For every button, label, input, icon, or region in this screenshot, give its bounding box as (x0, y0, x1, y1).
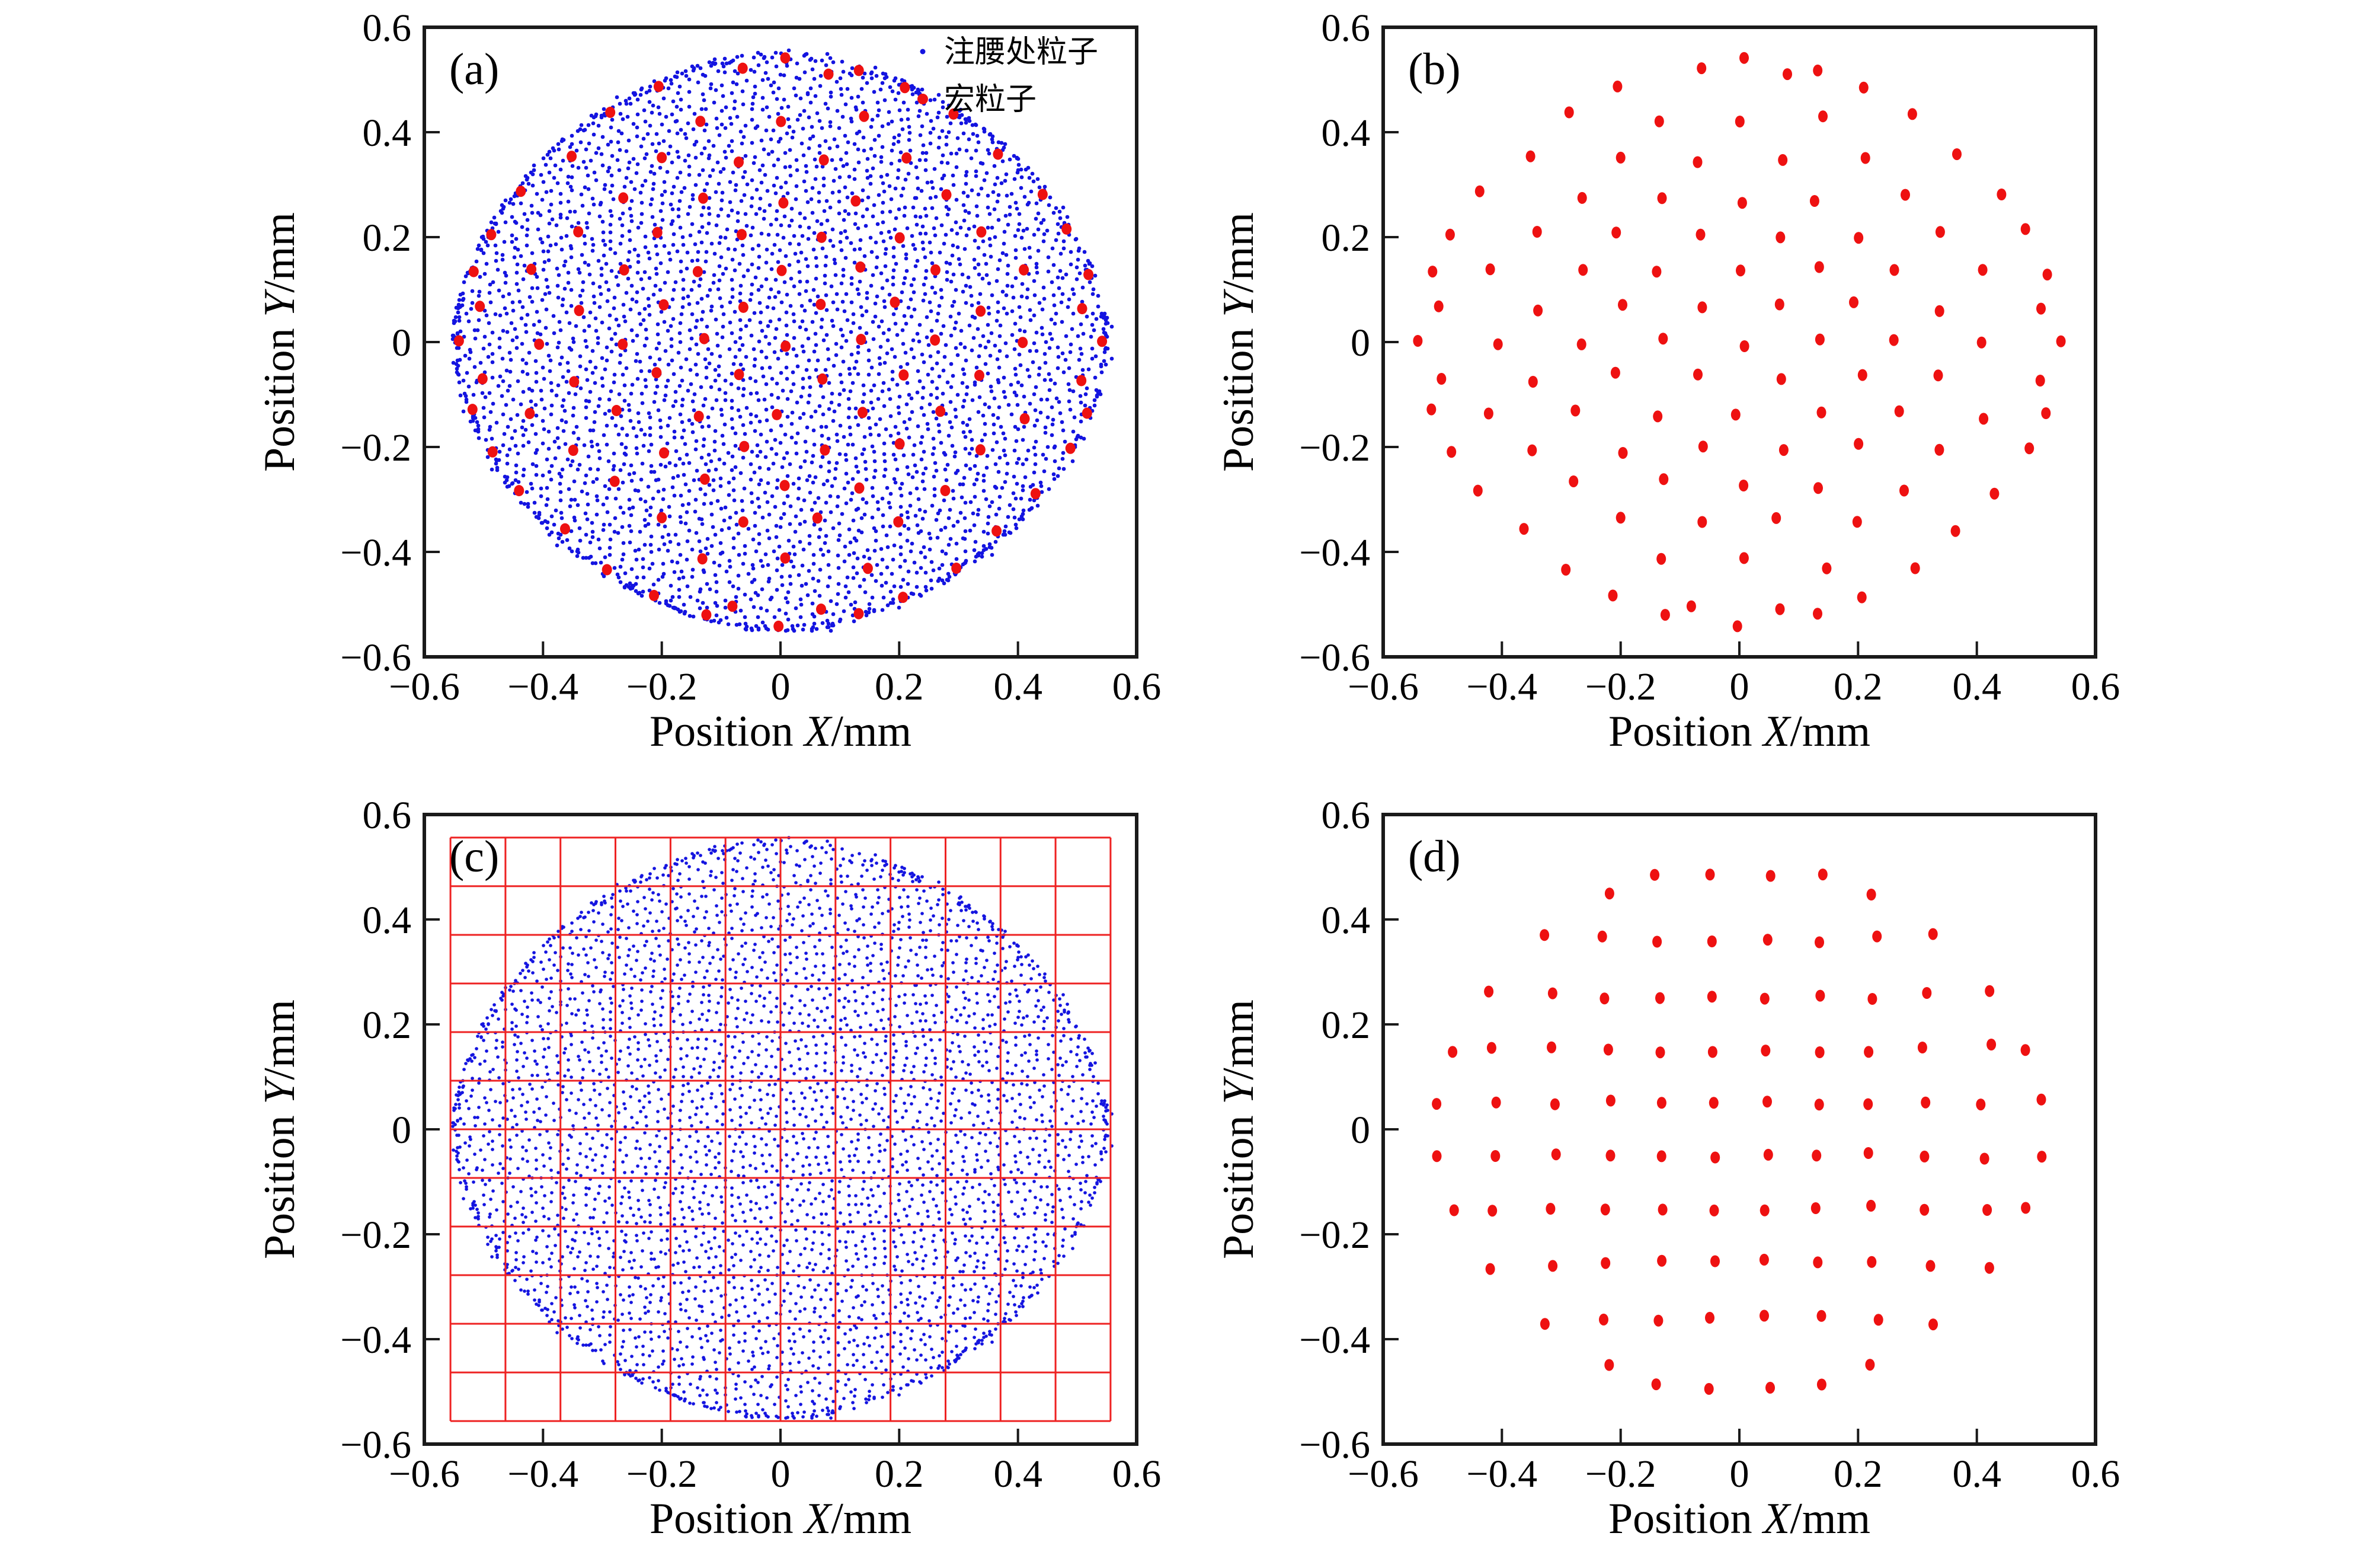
y-tick-label: 0 (1351, 1109, 1370, 1152)
x-tick-label: 0.6 (2071, 1452, 2120, 1496)
x-axis-label: Position X/mm (1608, 1494, 1870, 1543)
tick-marks (1382, 813, 2097, 1445)
panel-c-data (449, 836, 1114, 1422)
x-tick-label: 0.2 (875, 665, 924, 708)
x-tick-label: −0.4 (507, 665, 578, 708)
panel-a: −0.6−0.6 −0.4 −0.4 −0.2 −0.2 0 0 0.2 0.2 0.4 0.4 0.… (255, 7, 1161, 756)
y-axis-label: Position Y/mm (1214, 999, 1263, 1259)
y-tick-label: 0.6 (363, 7, 412, 50)
y-tick-label: 0.2 (1322, 216, 1371, 260)
x-tick-label: −0.2 (1585, 1452, 1656, 1496)
x-tick-label: −0.4 (507, 1452, 578, 1496)
x-tick-label: 0.4 (993, 665, 1042, 708)
scatter-injected_cloud (450, 48, 1114, 633)
y-tick-label: −0.4 (1299, 531, 1370, 574)
panel-label: (a) (449, 44, 499, 94)
legend-marker-macro (917, 94, 928, 104)
panel-d-ticks: −0.6−0.6 −0.4 −0.4 −0.2 −0.2 0 0 0.2 0.2 0.4 0.4 0.… (1299, 794, 2120, 1496)
y-tick-label: −0.6 (340, 1423, 411, 1467)
x-tick-label: 0 (771, 665, 791, 708)
x-axis-label: Position X/mm (650, 1494, 911, 1543)
x-tick-label: −0.6 (389, 1452, 460, 1496)
y-tick-label: −0.2 (340, 426, 411, 470)
y-tick-label: −0.6 (1299, 636, 1370, 679)
y-tick-label: −0.6 (340, 636, 411, 679)
panel-a-ticks: −0.6−0.6 −0.4 −0.4 −0.2 −0.2 0 0 0.2 0.2 0.4 0.4 0.… (340, 7, 1161, 708)
mesh-grid (449, 836, 1112, 1422)
y-tick-label: −0.6 (1299, 1423, 1370, 1467)
y-axis-label: Position Y/mm (1214, 212, 1263, 472)
y-tick-label: 0.2 (363, 1004, 412, 1047)
y-tick-label: 0 (1351, 321, 1370, 365)
x-axis-label: Position X/mm (1608, 707, 1870, 756)
scatter-macro_waist_small (1413, 52, 2066, 633)
x-tick-label: −0.6 (1348, 1452, 1419, 1496)
tick-marks (1382, 26, 2097, 658)
panel-d: −0.6−0.6 −0.4 −0.4 −0.2 −0.2 0 0 0.2 0.2 0.4 0.4 0.… (1214, 794, 2120, 1543)
scatter-injected_cloud_small (451, 836, 1114, 1420)
x-tick-label: −0.2 (626, 1452, 698, 1496)
y-tick-label: 0.6 (1322, 7, 1371, 50)
x-tick-label: 0.2 (1834, 665, 1883, 708)
y-tick-label: 0.2 (363, 216, 412, 260)
y-axis-label: Position Y/mm (255, 999, 304, 1259)
y-tick-label: −0.2 (1299, 426, 1370, 470)
x-tick-label: 0.4 (993, 1452, 1042, 1496)
x-tick-label: −0.2 (1585, 665, 1656, 708)
x-tick-label: 0 (1730, 665, 1749, 708)
legend-label-macro: 宏粒子 (944, 83, 1037, 117)
y-tick-label: −0.4 (340, 1318, 411, 1362)
scatter-macro_grid (1432, 868, 2047, 1395)
plot-box (1381, 813, 2097, 1446)
y-tick-label: 0.4 (363, 111, 412, 155)
panel-label: (d) (1408, 832, 1461, 882)
y-tick-label: −0.4 (340, 531, 411, 574)
x-tick-label: −0.6 (1348, 665, 1419, 708)
panel-c: −0.6−0.6 −0.4 −0.4 −0.2 −0.2 0 0 0.2 0.2 0.4 0.4 0.… (255, 794, 1161, 1543)
x-tick-label: 0 (1730, 1452, 1749, 1496)
y-tick-label: 0 (392, 321, 411, 365)
panel-label: (c) (449, 832, 499, 882)
y-tick-label: 0.4 (363, 899, 412, 942)
x-tick-label: 0.4 (1952, 1452, 2001, 1496)
panel-b-data (1413, 52, 2066, 633)
y-tick-label: 0.4 (1322, 111, 1371, 155)
x-tick-label: 0.6 (2071, 665, 2120, 708)
x-tick-label: 0 (771, 1452, 791, 1496)
x-axis-label: Position X/mm (650, 707, 911, 756)
y-tick-label: 0.6 (1322, 794, 1371, 837)
tick-marks (423, 813, 1138, 1445)
x-tick-label: 0.4 (1952, 665, 2001, 708)
x-tick-label: −0.6 (389, 665, 460, 708)
y-tick-label: 0.2 (1322, 1004, 1371, 1047)
tick-marks (423, 26, 1138, 658)
y-tick-label: −0.2 (340, 1214, 411, 1257)
x-tick-label: 0.2 (875, 1452, 924, 1496)
y-tick-label: 0 (392, 1109, 411, 1152)
y-tick-label: 0.6 (363, 794, 412, 837)
panel-label: (b) (1408, 44, 1461, 94)
x-tick-label: −0.4 (1466, 1452, 1537, 1496)
legend: 注腰处粒子 宏粒子 (917, 36, 1098, 117)
panel-d-data (1432, 868, 2047, 1395)
panel-c-ticks: −0.6−0.6 −0.4 −0.4 −0.2 −0.2 0 0 0.2 0.2 0.4 0.4 0.… (340, 794, 1161, 1496)
y-tick-label: 0.4 (1322, 899, 1371, 942)
x-tick-label: 0.2 (1834, 1452, 1883, 1496)
x-tick-label: 0.6 (1112, 665, 1162, 708)
x-tick-label: 0.6 (1112, 1452, 1162, 1496)
x-tick-label: −0.2 (626, 665, 698, 708)
panel-a-data (450, 48, 1114, 633)
y-tick-label: −0.2 (1299, 1214, 1370, 1257)
legend-label-injected: 注腰处粒子 (944, 36, 1098, 69)
legend-marker-injected (920, 49, 926, 55)
scatter-macro_waist (453, 52, 1108, 632)
y-axis-label: Position Y/mm (255, 212, 304, 472)
panel-b-ticks: −0.6−0.6 −0.4 −0.4 −0.2 −0.2 0 0 0.2 0.2 0.4 0.4 0.… (1299, 7, 2120, 708)
y-tick-label: −0.4 (1299, 1318, 1370, 1362)
panel-b: −0.6−0.6 −0.4 −0.4 −0.2 −0.2 0 0 0.2 0.2 0.4 0.4 0.… (1214, 7, 2120, 756)
x-tick-label: −0.4 (1466, 665, 1537, 708)
